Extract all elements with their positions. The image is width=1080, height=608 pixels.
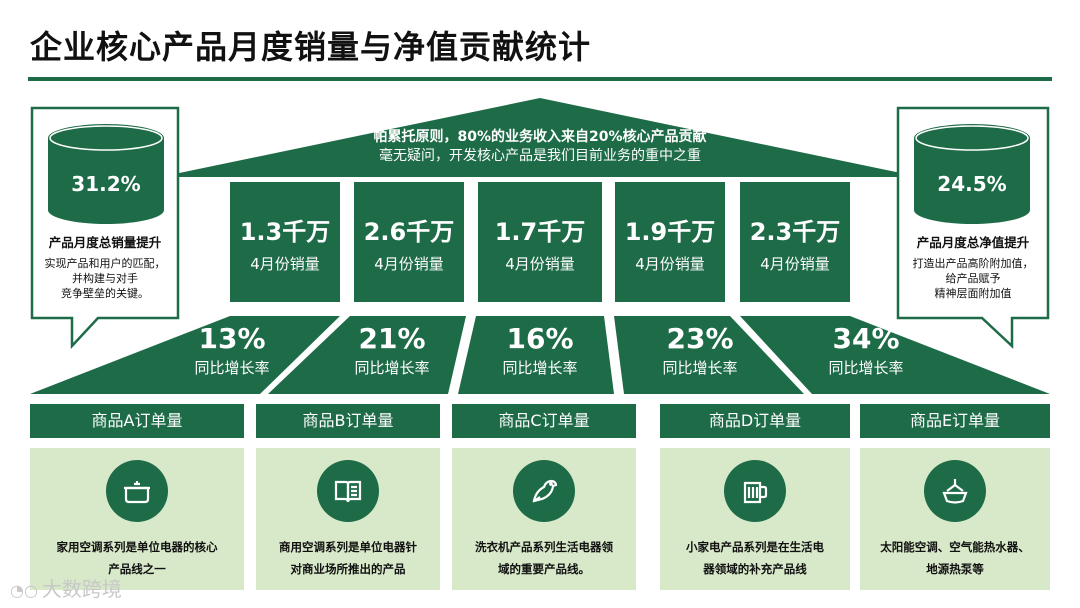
product-desc: 小家电产品系列是在生活电 器领域的补充产品线: [686, 540, 824, 576]
growth-rate-label: 同比增长率: [194, 359, 270, 377]
pillar-1: 1.3千万 4月份销量: [230, 182, 340, 302]
growth-rate-value: 21%: [358, 322, 426, 355]
product-card-c: 洗衣机产品系列生活电器领 域的重要产品线。: [452, 448, 636, 590]
growth-rate-3: 16% 同比增长率: [470, 322, 610, 378]
growth-rate-label: 同比增长率: [354, 359, 430, 377]
watermark-logo-icon: ◔○: [10, 581, 38, 600]
left-callout-heading: 产品月度总销量提升: [48, 235, 162, 250]
growth-rate-4: 23% 同比增长率: [630, 322, 770, 378]
pillar-shape-1: [230, 182, 340, 302]
ship-icon: [924, 460, 986, 522]
order-bar-d: 商品D订单量: [660, 404, 850, 438]
left-cylinder-bottom: [48, 196, 164, 224]
pillar-4: 1.9千万 4月份销量: [615, 182, 725, 302]
growth-rate-value: 16%: [506, 322, 574, 355]
rate-segment-shape-3: [458, 316, 614, 394]
growth-rate-value: 13%: [198, 322, 266, 355]
watermark: ◔○ 大数跨境: [10, 577, 122, 601]
product-card-a: 家用空调系列是单位电器的核心 产品线之一: [30, 448, 244, 590]
order-bar-c: 商品C订单量: [452, 404, 636, 438]
growth-rate-value: 34%: [832, 322, 900, 355]
order-bar-a: 商品A订单量: [30, 404, 244, 438]
product-desc: 太阳能空调、空气能热水器、 地源热泵等: [880, 540, 1030, 576]
pillar-value: 1.7千万: [494, 218, 586, 246]
rate-segment-shape-4: [614, 316, 804, 394]
roof-line-1: 帕累托原则，80%的业务收入来自20%核心产品贡献: [373, 129, 707, 145]
growth-rate-label: 同比增长率: [662, 359, 738, 377]
pillar-shape-5: [740, 182, 850, 302]
rate-segment-shape-2: [268, 316, 466, 394]
pillar-value: 2.3千万: [749, 218, 841, 246]
pot-icon: [106, 460, 168, 522]
product-desc: 洗衣机产品系列生活电器领 域的重要产品线。: [475, 540, 613, 576]
pillar-label: 4月份销量: [374, 255, 444, 273]
right-callout-body: 打造出产品高阶附加值， 给产品赋予 精神层面附加值: [912, 257, 1034, 300]
product-card-b: 商用空调系列是单位电器针 对商业场所推出的产品: [256, 448, 440, 590]
pillar-label: 4月份销量: [250, 255, 320, 273]
rate-segment-shape-5: [740, 316, 1050, 394]
pillar-shape-3: [478, 182, 602, 302]
right-callout-heading: 产品月度总净值提升: [916, 235, 1030, 250]
product-desc: 家用空调系列是单位电器的核心 产品线之一: [56, 540, 218, 576]
roof-text: 帕累托原则，80%的业务收入来自20%核心产品贡献 毫无疑问，开发核心产品是我们…: [300, 128, 780, 166]
growth-rate-value: 23%: [666, 322, 734, 355]
pillar-label: 4月份销量: [635, 255, 705, 273]
roof-line-2: 毫无疑问，开发核心产品是我们目前业务的重中之重: [379, 148, 701, 164]
growth-rate-1: 13% 同比增长率: [162, 322, 302, 378]
pillar-5: 2.3千万 4月份销量: [740, 182, 850, 302]
product-card-d: 小家电产品系列是在生活电 器领域的补充产品线: [660, 448, 850, 590]
right-cylinder-bottom: [914, 196, 1030, 224]
pillar-value: 2.6千万: [363, 218, 455, 246]
order-bar-b: 商品B订单量: [256, 404, 440, 438]
pillar-shape-4: [615, 182, 725, 302]
mug-icon: [724, 460, 786, 522]
product-desc: 商用空调系列是单位电器针 对商业场所推出的产品: [279, 540, 417, 576]
growth-rate-label: 同比增长率: [502, 359, 578, 377]
roof-shape: [160, 98, 920, 177]
title-divider: [28, 77, 1052, 81]
left-callout-body: 实现产品和用户的匹配， 并构建与对手 竞争壁垒的关键。: [44, 257, 166, 300]
growth-rate-5: 34% 同比增长率: [796, 322, 936, 378]
right-callout-percent: 24.5%: [937, 172, 1007, 196]
pillar-3: 1.7千万 4月份销量: [478, 182, 602, 302]
growth-rate-label: 同比增长率: [828, 359, 904, 377]
pillar-shape-2: [354, 182, 464, 302]
order-bar-e: 商品E订单量: [860, 404, 1050, 438]
pillar-value: 1.9千万: [624, 218, 716, 246]
product-card-e: 太阳能空调、空气能热水器、 地源热泵等: [860, 448, 1050, 590]
left-callout-percent: 31.2%: [71, 172, 141, 196]
pillar-label: 4月份销量: [505, 255, 575, 273]
bird-icon: [513, 460, 575, 522]
page-title: 企业核心产品月度销量与净值贡献统计: [30, 28, 592, 66]
rate-segment-shape-1: [30, 316, 340, 394]
pillar-label: 4月份销量: [760, 255, 830, 273]
book-icon: [317, 460, 379, 522]
pillar-value: 1.3千万: [239, 218, 331, 246]
pillar-2: 2.6千万 4月份销量: [354, 182, 464, 302]
growth-rate-2: 21% 同比增长率: [322, 322, 462, 378]
